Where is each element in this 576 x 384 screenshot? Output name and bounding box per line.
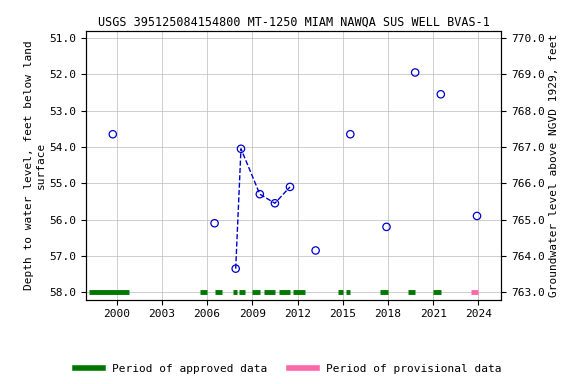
Y-axis label: Groundwater level above NGVD 1929, feet: Groundwater level above NGVD 1929, feet — [549, 33, 559, 297]
Point — [236, 146, 245, 152]
Point — [436, 91, 445, 98]
Point — [108, 131, 118, 137]
Legend: Period of approved data, Period of provisional data: Period of approved data, Period of provi… — [70, 359, 506, 379]
Point — [270, 200, 279, 206]
Point — [411, 70, 420, 76]
Point — [255, 191, 264, 197]
Point — [472, 213, 482, 219]
Point — [231, 266, 240, 272]
Point — [210, 220, 219, 226]
Point — [382, 224, 391, 230]
Point — [285, 184, 294, 190]
Point — [346, 131, 355, 137]
Point — [311, 247, 320, 253]
Title: USGS 395125084154800 MT-1250 MIAM NAWQA SUS WELL BVAS-1: USGS 395125084154800 MT-1250 MIAM NAWQA … — [98, 15, 490, 28]
Y-axis label: Depth to water level, feet below land
surface: Depth to water level, feet below land su… — [24, 40, 46, 290]
